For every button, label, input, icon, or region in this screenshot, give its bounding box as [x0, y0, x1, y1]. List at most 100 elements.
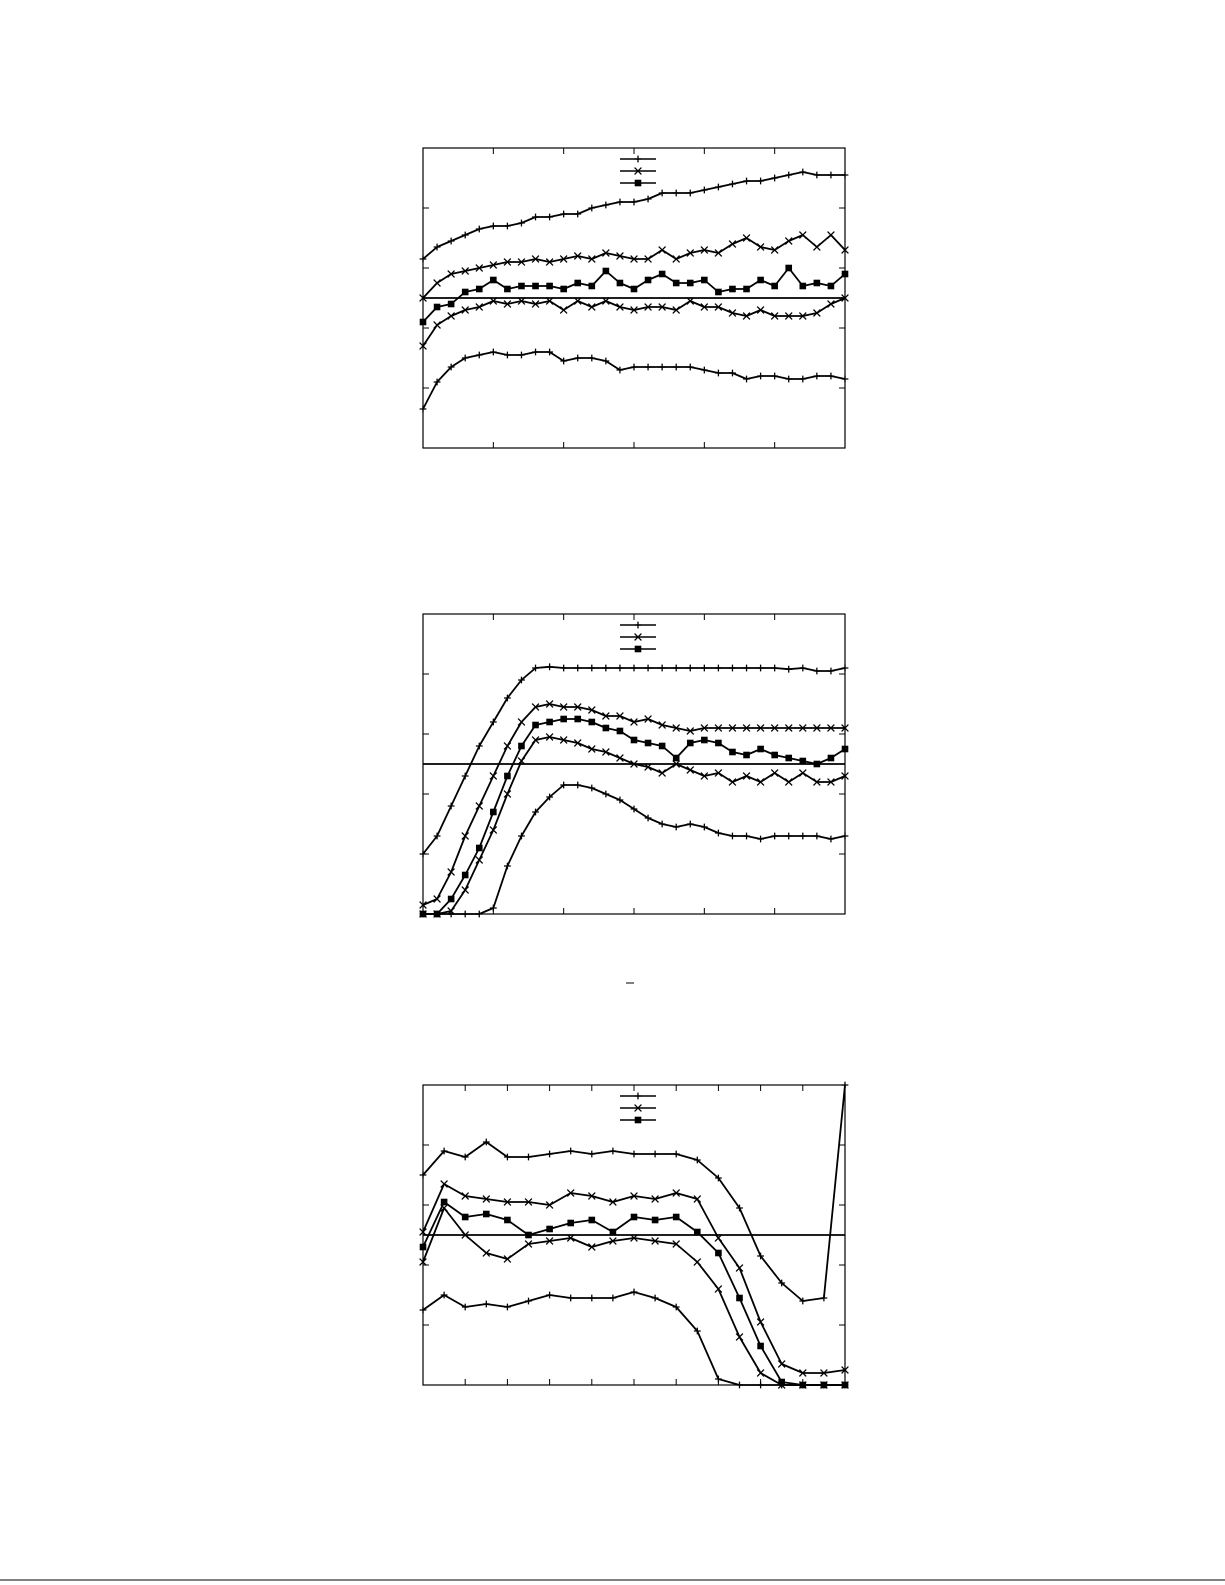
data-point-glyph — [587, 745, 596, 753]
data-point — [504, 1216, 511, 1224]
data-point-glyph — [560, 210, 568, 218]
data-point — [715, 664, 722, 672]
series-1 — [419, 663, 849, 858]
data-point-glyph — [715, 183, 722, 191]
data-point — [503, 258, 512, 266]
data-point-glyph — [799, 757, 807, 765]
data-point-glyph — [518, 742, 525, 750]
data-point — [609, 1228, 617, 1236]
data-point-glyph — [827, 754, 835, 762]
data-point — [433, 303, 441, 311]
data-point — [651, 1150, 659, 1158]
data-point-glyph — [630, 1288, 638, 1296]
data-point-glyph — [616, 303, 624, 311]
data-point — [778, 1381, 786, 1389]
data-point — [524, 1240, 533, 1248]
legend-item — [620, 155, 656, 163]
data-point — [503, 1198, 512, 1206]
data-point — [546, 793, 553, 801]
data-point-glyph — [742, 772, 751, 780]
data-point — [574, 781, 582, 789]
data-point — [757, 835, 764, 843]
legend-item — [620, 1092, 656, 1100]
data-point-glyph — [715, 829, 722, 837]
data-point-glyph — [609, 1237, 617, 1245]
data-point-glyph — [714, 303, 723, 311]
data-point-glyph — [525, 1231, 532, 1239]
data-point-glyph — [777, 1360, 786, 1368]
data-point — [518, 219, 525, 227]
data-point — [545, 700, 554, 708]
data-point — [644, 763, 652, 771]
data-point-glyph — [813, 778, 821, 786]
data-point — [784, 724, 793, 732]
data-point — [461, 1303, 469, 1311]
data-point-glyph — [686, 363, 694, 371]
data-point — [588, 354, 596, 362]
legend-item — [620, 645, 656, 653]
data-point-glyph — [651, 1195, 659, 1203]
data-point-glyph — [461, 231, 469, 239]
data-point — [616, 727, 624, 735]
data-point-glyph — [799, 832, 807, 840]
data-point — [743, 375, 750, 383]
data-point — [588, 282, 596, 290]
data-point — [525, 1297, 532, 1305]
data-point — [475, 351, 483, 359]
data-point — [827, 667, 835, 675]
data-point-glyph — [728, 778, 737, 786]
data-point — [658, 189, 666, 197]
data-point — [588, 204, 596, 212]
data-point — [715, 183, 722, 191]
data-point-glyph — [546, 1291, 553, 1299]
data-point-glyph — [524, 1240, 533, 1248]
data-point — [475, 225, 483, 233]
data-point — [616, 664, 624, 672]
data-point-glyph — [658, 820, 666, 828]
data-point-glyph — [475, 844, 483, 852]
data-point — [820, 1381, 828, 1389]
data-point-glyph — [602, 748, 610, 756]
data-point-glyph — [700, 246, 709, 254]
data-point-glyph — [714, 724, 723, 732]
data-point-glyph — [482, 1300, 490, 1308]
data-point — [447, 237, 455, 245]
data-point — [743, 751, 750, 759]
data-point — [517, 718, 526, 726]
data-point — [658, 303, 666, 311]
data-point — [433, 321, 441, 329]
data-point — [728, 778, 737, 786]
series-line — [423, 784, 846, 915]
data-point-glyph — [700, 724, 709, 732]
data-point-glyph — [827, 171, 835, 179]
legend-swatch-marker — [634, 621, 642, 629]
data-point-glyph — [517, 297, 526, 305]
data-point — [616, 303, 624, 311]
data-point-glyph — [841, 1381, 849, 1389]
data-point — [560, 210, 568, 218]
data-point-glyph — [504, 1153, 511, 1161]
data-point — [560, 357, 568, 365]
data-point — [447, 802, 455, 810]
data-point-glyph — [616, 198, 624, 206]
data-point — [841, 832, 849, 840]
data-point — [609, 1294, 617, 1302]
data-point-glyph — [461, 288, 469, 296]
data-point-glyph — [545, 733, 554, 741]
data-point-glyph — [784, 724, 793, 732]
data-point — [658, 363, 666, 371]
data-point — [546, 663, 553, 671]
data-point-glyph — [798, 769, 807, 777]
data-point-glyph — [715, 288, 722, 296]
legend-swatch-marker — [634, 167, 642, 175]
data-point — [560, 285, 567, 293]
data-point — [799, 1381, 807, 1389]
data-point — [559, 736, 568, 744]
data-point — [841, 294, 849, 302]
chart-1 — [419, 147, 849, 449]
data-point-glyph — [440, 1198, 448, 1206]
data-point-glyph — [672, 1213, 680, 1221]
data-point — [771, 751, 778, 759]
data-point — [693, 1258, 702, 1266]
